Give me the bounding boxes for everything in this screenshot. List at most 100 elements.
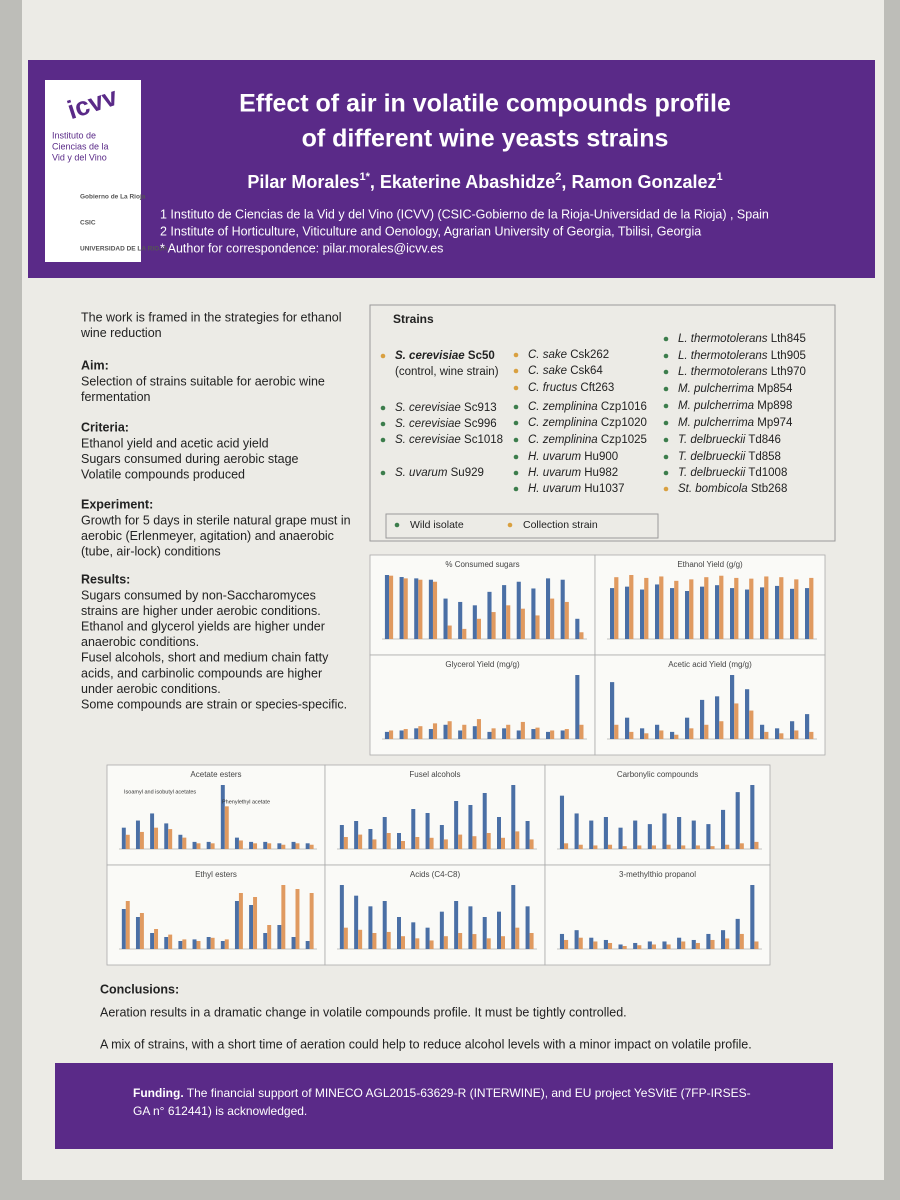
strain: T. delbrueckii Td846 [678, 434, 781, 446]
strain-code: Lth970 [771, 366, 806, 378]
bar [607, 844, 613, 849]
bar [491, 612, 496, 639]
bar [511, 885, 516, 949]
strain-dot [663, 454, 669, 460]
bar [164, 823, 169, 849]
bar [546, 731, 551, 739]
bar [700, 586, 705, 639]
bar [295, 843, 300, 849]
bar [730, 588, 735, 639]
bar [305, 941, 310, 949]
bar [249, 905, 254, 949]
bar [579, 632, 584, 639]
title-line: of different wine yeasts strains [302, 125, 669, 153]
bar [593, 941, 598, 949]
figure-frame [594, 654, 826, 756]
strain-species: T. delbrueckii [678, 434, 746, 446]
figure-frame [369, 654, 596, 756]
bar [497, 911, 501, 949]
bar [779, 577, 784, 639]
bar [135, 917, 140, 949]
strain-species: T. delbrueckii [678, 451, 746, 463]
strain: H. uvarum Hu900 [528, 451, 618, 463]
bar [710, 846, 715, 849]
bar [425, 927, 430, 949]
bar [575, 675, 580, 739]
author-sup: 1 [716, 171, 722, 183]
logo-line: Ciencias de la [52, 141, 109, 151]
bar [178, 941, 183, 949]
strain-species: L. thermotolerans [678, 366, 768, 378]
bar [397, 833, 401, 849]
bar [454, 801, 459, 849]
bar [614, 724, 619, 739]
bar [750, 885, 755, 949]
strain: C. sake Csk262 [528, 349, 609, 361]
bar [389, 730, 394, 739]
bar [516, 581, 521, 639]
bar [389, 575, 394, 639]
bar [531, 729, 536, 739]
strain-code: Mp974 [757, 417, 793, 429]
bar [706, 933, 711, 949]
bar [578, 844, 583, 849]
bar [515, 831, 520, 849]
strain-species: H. uvarum [528, 467, 581, 479]
strain-dot [663, 336, 669, 342]
figure-annotation: Phenylethyl acetate [222, 799, 270, 805]
figure-title: 3-methylthio propanol [619, 870, 696, 879]
bar [368, 829, 373, 849]
bar [655, 584, 660, 639]
bar [305, 843, 310, 849]
strain-note: (control, wine strain) [395, 366, 499, 378]
strain-code: Mp854 [757, 383, 793, 395]
bar [309, 844, 314, 849]
bar [662, 813, 667, 849]
bar [764, 731, 769, 739]
bar [734, 577, 739, 639]
strain-species: S. cerevisiae [395, 402, 461, 414]
bar [525, 906, 530, 949]
strain-code: Czp1025 [601, 434, 647, 446]
bar [468, 906, 473, 949]
bar [706, 824, 711, 849]
bar [511, 785, 516, 849]
bar [745, 689, 750, 739]
bar [432, 581, 438, 639]
bar [735, 918, 740, 949]
bar [546, 578, 551, 639]
bar [529, 839, 534, 849]
strain-species: C. sake [528, 365, 567, 377]
figure-annotation: Isoamyl and isobutyl acetates [124, 789, 196, 795]
bar [439, 911, 444, 949]
bar [614, 577, 619, 639]
strain-dot [380, 353, 386, 359]
bar [589, 937, 594, 949]
bar [640, 728, 645, 739]
logo-line: Instituto de [52, 130, 96, 140]
bar [794, 730, 799, 739]
bar [168, 829, 173, 849]
bar [491, 728, 496, 739]
bar [192, 841, 197, 849]
bar [651, 944, 656, 949]
bar [399, 730, 404, 739]
strain-dot [380, 405, 386, 411]
bar [196, 941, 201, 949]
strain-code: Hu1037 [584, 483, 624, 495]
bar [622, 945, 627, 949]
bar [224, 939, 229, 949]
bar [425, 813, 430, 849]
bar [501, 837, 505, 849]
bar [372, 933, 377, 949]
bar [647, 941, 652, 949]
bar [647, 824, 652, 849]
strain-species: S. uvarum [395, 467, 448, 479]
bar [429, 940, 434, 949]
intro-line: Sugars consumed by non-Saccharomyces [81, 588, 316, 602]
bar [238, 893, 243, 949]
bar [354, 821, 359, 849]
bar [150, 813, 155, 849]
bar [291, 937, 296, 949]
